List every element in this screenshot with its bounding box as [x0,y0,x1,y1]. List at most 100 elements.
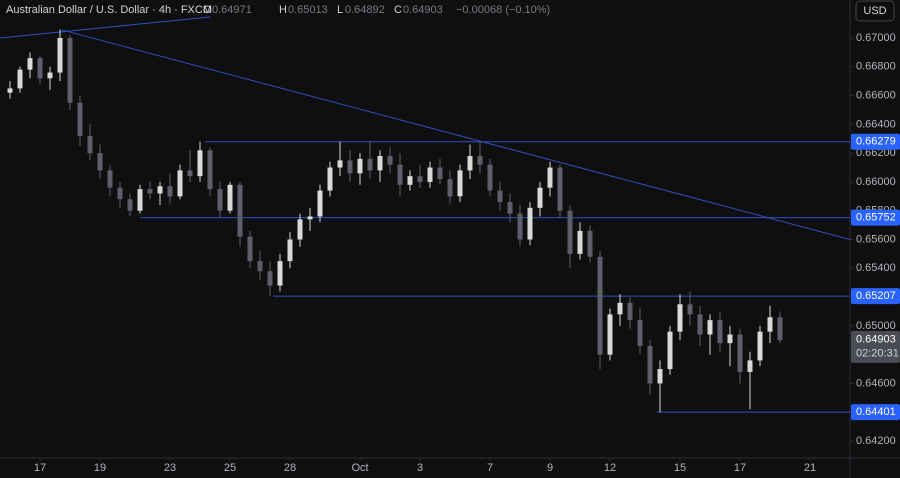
y-tick-label: 0.64200 [856,435,896,447]
candle-body [627,302,633,321]
candle-body [97,153,103,171]
candle-body [577,230,583,254]
candle-body [377,156,383,171]
candle-body [367,158,373,171]
candle-body [407,176,413,185]
candle-body [397,164,403,185]
candle-body [347,160,353,174]
candle-body [527,207,533,240]
candle-body [517,213,523,240]
level-price-box [851,404,900,421]
candle-body [117,187,123,200]
candle-body [277,261,283,286]
level-price-box [851,209,900,226]
candle-body [227,184,233,211]
candle-body [537,187,543,208]
candle-body [257,261,263,272]
candle-body [127,199,133,211]
close-value: 0.64903 [403,4,443,16]
y-tick-label: 0.65600 [856,233,896,245]
candle-body [147,189,153,194]
candle-body [387,156,393,165]
y-tick-label: 0.65400 [856,262,896,274]
symbol-title: Australian Dollar / U.S. Dollar · 4h · F… [6,4,212,16]
candle-body [767,317,773,332]
candle-body [247,236,253,262]
candle-body [427,167,433,182]
candle-body [737,334,743,372]
candle-body [567,210,573,254]
level-price-box [851,288,900,305]
high-value: 0.65013 [288,4,328,16]
candle-body [637,320,643,347]
y-tick-label: 0.66400 [856,118,896,130]
candle-body [497,190,503,203]
y-tick-label: 0.67000 [856,32,896,44]
x-tick-label: 28 [284,462,296,474]
x-tick-label: 23 [164,462,176,474]
candle-body [487,164,493,191]
candle-body [337,160,343,168]
open-value: 0.64971 [212,4,252,16]
currency-label[interactable]: USD [863,5,886,17]
x-tick-label: 17 [734,462,746,474]
candle-body [157,186,163,194]
overlay: Australian Dollar / U.S. Dollar · 4h · F… [6,0,895,22]
candle-body [57,37,63,73]
candle-body [757,331,763,361]
low-label: L [337,4,343,16]
x-tick-label: 9 [547,462,553,474]
currency-button[interactable] [855,0,895,22]
open-label: O [203,4,212,16]
x-tick-label: 7 [487,462,493,474]
candle-body [47,72,53,79]
candle-body [597,256,603,355]
candle-body [87,135,93,154]
candle-body [557,167,563,211]
last-price-label: 0.64903 [856,334,896,346]
candle-body [207,150,213,190]
candle-body [777,317,783,341]
high-label: H [279,4,287,16]
x-tick-label: Oct [351,462,368,474]
change-value: −0.00068 (−0.10%) [456,4,550,16]
candle-body [77,102,83,136]
candle-body [37,58,43,79]
candle-body [467,156,473,171]
y-tick-label: 0.65000 [856,320,896,332]
level-price-label: 0.66279 [856,136,896,148]
candle-body [267,271,273,286]
x-tick-label: 19 [94,462,106,474]
candle-body [217,189,223,211]
y-tick-label: 0.66600 [856,89,896,101]
candle-body [687,304,693,315]
candle-body [317,190,323,217]
candle-body [327,167,333,191]
y-tick-label: 0.66000 [856,176,896,188]
candle-body [697,314,703,335]
candle-body [417,176,423,182]
candle-body [617,302,623,315]
trend-line [61,29,851,240]
level-price-label: 0.64401 [856,406,896,418]
x-tick-label: 12 [604,462,616,474]
candle-body [677,304,683,332]
candle-body [187,170,193,177]
candle-body [717,320,723,344]
candle-body [457,170,463,197]
candle-body [177,170,183,197]
countdown-label: 02:20:31 [856,348,899,360]
y-tick-label: 0.66200 [856,147,896,159]
candle-body [107,170,113,188]
y-tick-label: 0.64600 [856,377,896,389]
low-value: 0.64892 [345,4,385,16]
level-price-label: 0.65752 [856,212,896,224]
candle-body [707,320,713,335]
x-tick-label: 3 [417,462,423,474]
candle-body [507,202,513,214]
candle-body [67,37,73,103]
